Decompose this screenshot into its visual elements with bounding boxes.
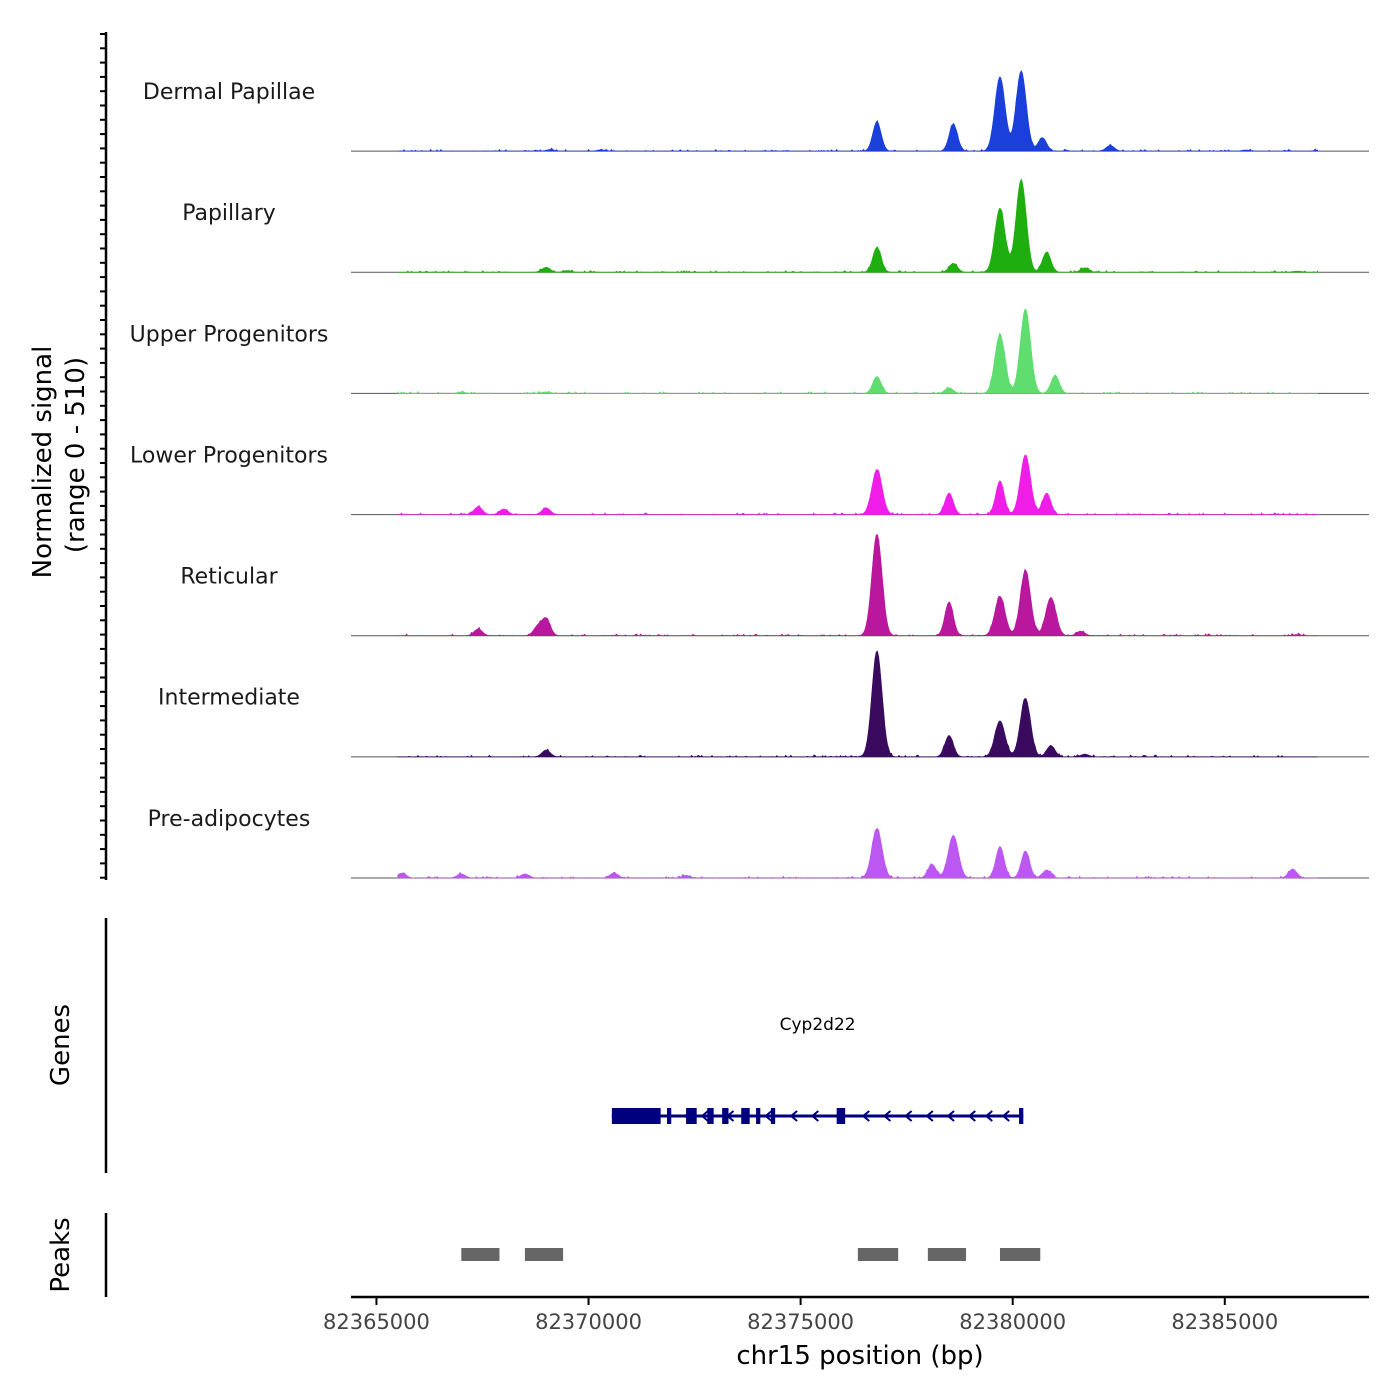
coverage-area <box>397 308 1318 394</box>
track-labels: Dermal Papillae Papillary Upper Progenitor… <box>130 80 329 832</box>
x-tick-label: 82375000 <box>747 1310 854 1334</box>
peak-region <box>927 1248 967 1261</box>
strand-arrow <box>725 1110 735 1122</box>
x-tick-label: 82385000 <box>1171 1310 1278 1334</box>
x-axis-label: chr15 position (bp) <box>736 1341 983 1371</box>
gene-exon <box>741 1108 750 1124</box>
strand-arrow <box>882 1110 892 1122</box>
strand-arrow <box>700 1110 709 1122</box>
coverage-area <box>397 534 1318 637</box>
gene-exon <box>611 1108 661 1124</box>
coverage-track <box>351 308 1369 394</box>
track-label: Papillary <box>182 201 276 226</box>
strand-arrow <box>984 1110 993 1122</box>
gene-exon <box>686 1108 697 1124</box>
coverage-track <box>351 454 1369 516</box>
peak-region <box>524 1248 564 1261</box>
peak-region <box>999 1248 1041 1261</box>
track-label: Reticular <box>180 565 278 590</box>
track-label: Intermediate <box>158 686 300 711</box>
coverage-track <box>351 69 1369 152</box>
coverage-area <box>397 69 1318 152</box>
x-tick-label: 82370000 <box>535 1310 642 1334</box>
track-label: Pre-adipocytes <box>148 807 311 832</box>
strand-arrow <box>904 1110 913 1122</box>
peaks-panel-label: Peaks <box>46 1217 76 1292</box>
track-label: Dermal Papillae <box>143 80 315 105</box>
coverage-area <box>397 828 1318 879</box>
strand-arrow <box>967 1110 976 1122</box>
signal-y-axis <box>100 32 108 880</box>
gene-name-label: Cyp2d22 <box>780 1015 856 1035</box>
peak-region <box>461 1248 500 1261</box>
strand-arrow <box>810 1110 819 1122</box>
gene-track <box>611 1108 1024 1124</box>
gene-exon <box>756 1108 761 1124</box>
x-tick-label: 82380000 <box>959 1310 1066 1334</box>
gene-exon <box>770 1108 776 1124</box>
coverage-track <box>351 178 1369 273</box>
peak-region <box>857 1248 899 1261</box>
genes-panel-label: Genes <box>46 1004 76 1086</box>
gene-exon <box>707 1108 714 1124</box>
coverage-tracks <box>351 69 1369 879</box>
strand-arrow <box>683 1110 692 1122</box>
strand-arrow <box>764 1110 773 1122</box>
coverage-track <box>351 828 1369 879</box>
strand-arrow <box>946 1110 955 1122</box>
x-axis: 82365000 82370000 82375000 82380000 82385000 <box>323 1297 1278 1334</box>
gene-exon <box>667 1108 672 1124</box>
strand-arrow <box>861 1110 870 1122</box>
coverage-area <box>397 454 1318 516</box>
strand-arrow <box>925 1110 934 1122</box>
gene-exon <box>836 1108 846 1124</box>
coverage-track <box>351 534 1369 637</box>
y-axis-label: Normalized signal <box>28 346 58 579</box>
strand-arrow <box>1001 1110 1010 1122</box>
y-axis-range-label: (range 0 - 510) <box>61 357 91 553</box>
gene-exon <box>1019 1108 1024 1124</box>
peak-regions <box>461 1248 1041 1261</box>
track-label: Upper Progenitors <box>130 322 329 347</box>
track-label: Lower Progenitors <box>130 443 328 468</box>
coverage-area <box>397 178 1318 273</box>
strand-arrow <box>740 1110 749 1122</box>
gene-exon <box>722 1108 729 1124</box>
strand-arrow <box>789 1110 798 1122</box>
x-tick-label: 82365000 <box>323 1310 430 1334</box>
coverage-track <box>351 650 1369 758</box>
coverage-area <box>397 650 1318 758</box>
